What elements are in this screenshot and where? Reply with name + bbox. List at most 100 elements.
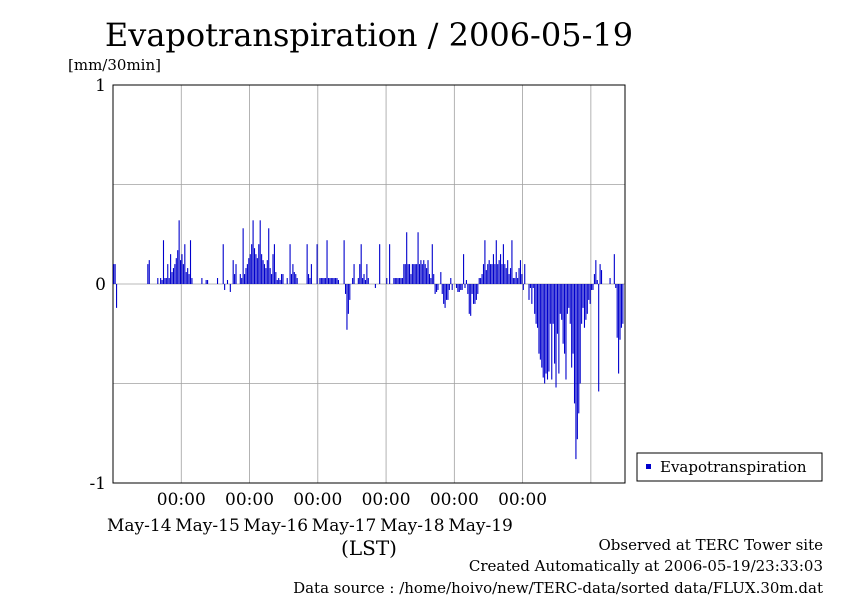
bar bbox=[178, 220, 180, 284]
x-axis-ticks: 00:00 May-14 00:00 May-15 00:00 May-16 00:00 Ma… bbox=[107, 490, 547, 536]
bar bbox=[347, 284, 349, 314]
bar bbox=[164, 278, 166, 284]
bar bbox=[259, 220, 261, 284]
bar bbox=[114, 264, 116, 284]
bar bbox=[389, 244, 391, 284]
bar bbox=[147, 264, 149, 284]
bar bbox=[622, 284, 624, 324]
bar bbox=[505, 268, 507, 284]
bar bbox=[201, 278, 203, 284]
bar bbox=[487, 264, 489, 284]
legend-swatch bbox=[646, 464, 651, 469]
bar bbox=[436, 284, 438, 292]
bar bbox=[433, 274, 435, 284]
bar bbox=[549, 284, 551, 324]
bar bbox=[168, 278, 170, 284]
bar bbox=[175, 258, 177, 284]
bar bbox=[463, 254, 465, 284]
bar bbox=[448, 284, 450, 290]
x-tick-time-label: 00:00 bbox=[225, 490, 274, 510]
bar bbox=[521, 274, 523, 284]
bar bbox=[252, 220, 254, 284]
bar bbox=[245, 268, 247, 284]
bar bbox=[400, 278, 402, 284]
bar bbox=[477, 284, 479, 294]
bar bbox=[536, 284, 539, 328]
bar bbox=[495, 240, 497, 284]
bar bbox=[222, 244, 224, 284]
bar bbox=[410, 274, 412, 284]
bar bbox=[428, 274, 430, 284]
bar bbox=[271, 274, 273, 284]
x-tick-date-label: May-19 bbox=[448, 516, 513, 536]
bar bbox=[411, 264, 413, 284]
bar bbox=[576, 284, 578, 440]
bar bbox=[289, 244, 291, 284]
bar bbox=[290, 274, 293, 284]
bar bbox=[273, 244, 275, 284]
bar bbox=[444, 284, 446, 308]
bar bbox=[316, 244, 318, 284]
bar bbox=[566, 284, 568, 314]
bar bbox=[619, 284, 621, 340]
bar bbox=[426, 268, 428, 284]
bar bbox=[447, 284, 449, 300]
x-tick-date-label: May-16 bbox=[244, 516, 309, 536]
x-tick-date-label: May-15 bbox=[175, 516, 240, 536]
bar bbox=[613, 254, 615, 284]
bar bbox=[467, 284, 469, 294]
bar bbox=[500, 254, 502, 284]
bar bbox=[337, 280, 339, 284]
footer-observed-site: Observed at TERC Tower site bbox=[598, 536, 823, 554]
bar bbox=[181, 254, 183, 284]
bar bbox=[541, 284, 543, 368]
bar bbox=[397, 278, 399, 284]
bar bbox=[509, 268, 512, 284]
bar bbox=[461, 284, 463, 290]
bar bbox=[615, 284, 617, 288]
x-tick-time-label: 00:00 bbox=[498, 490, 547, 510]
bar bbox=[427, 260, 429, 284]
bar bbox=[581, 284, 583, 324]
bar bbox=[616, 284, 618, 338]
bar bbox=[246, 264, 248, 284]
bar bbox=[279, 280, 281, 284]
bar bbox=[561, 284, 563, 320]
bar bbox=[586, 284, 588, 314]
bar bbox=[545, 284, 547, 374]
x-tick-date-label: May-18 bbox=[380, 516, 445, 536]
bar bbox=[330, 278, 332, 284]
bar bbox=[171, 272, 173, 284]
bar bbox=[242, 228, 244, 284]
bar bbox=[451, 284, 453, 290]
legend-entry: Evapotranspiration bbox=[660, 458, 807, 476]
bar bbox=[184, 244, 186, 284]
x-axis-label: (LST) bbox=[341, 536, 397, 560]
bar bbox=[490, 264, 492, 284]
bar bbox=[352, 278, 354, 284]
bar bbox=[434, 284, 436, 294]
bar bbox=[248, 258, 250, 284]
bar bbox=[471, 284, 473, 294]
bar bbox=[343, 240, 345, 284]
bar bbox=[293, 272, 295, 284]
bar bbox=[515, 272, 517, 284]
bar bbox=[406, 232, 408, 284]
bar bbox=[572, 284, 574, 354]
bar bbox=[571, 284, 573, 368]
bar bbox=[596, 280, 598, 284]
bar bbox=[512, 278, 514, 284]
bar bbox=[244, 274, 246, 284]
bar bbox=[535, 284, 537, 324]
bar bbox=[278, 278, 280, 284]
bar-series-evapotranspiration bbox=[113, 220, 624, 460]
bar bbox=[522, 284, 524, 290]
bar bbox=[480, 278, 482, 284]
bar bbox=[353, 264, 355, 284]
y-axis-unit-label: [mm/30min] bbox=[68, 56, 161, 74]
bar bbox=[310, 264, 312, 284]
bar bbox=[309, 278, 311, 284]
bar bbox=[404, 264, 406, 284]
bar bbox=[588, 284, 590, 300]
bar bbox=[418, 264, 421, 284]
